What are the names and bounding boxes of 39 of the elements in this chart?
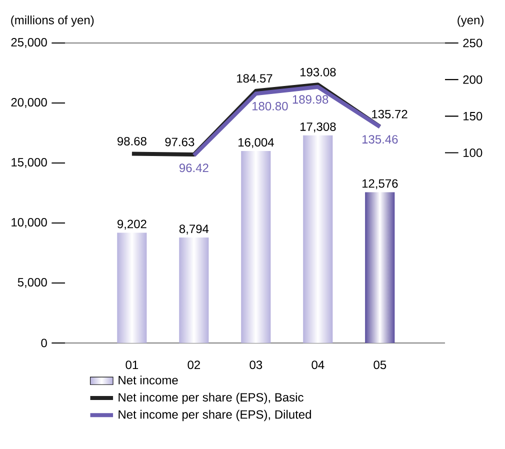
bar (365, 192, 395, 343)
data-label: 189.98 (292, 95, 328, 104)
bar (117, 232, 147, 343)
y2-tick-label: 150 (464, 112, 482, 120)
y-tick-label: 10,000 (12, 218, 47, 228)
data-label: 180.80 (252, 102, 288, 110)
bar (303, 135, 333, 343)
data-label: 135.46 (362, 135, 398, 144)
data-label: 184.57 (237, 74, 272, 83)
data-label: 135.72 (372, 110, 408, 118)
data-label: 98.68 (118, 136, 146, 146)
x-tick-label: 04 (312, 360, 324, 370)
x-tick-label: 03 (250, 360, 262, 370)
y2-tick-label: 200 (463, 75, 482, 84)
y2-tick-label: 250 (463, 38, 482, 48)
x-tick-label: 01 (126, 360, 138, 370)
data-label: 8,794 (179, 224, 209, 235)
bar (179, 237, 209, 343)
y2-tick-label: 100 (464, 148, 482, 158)
legend-label: Net income per share (EPS), Diluted (118, 410, 311, 422)
legend-label: Net income (118, 376, 178, 384)
data-label: 9,202 (118, 220, 146, 230)
y-tick-label: 0 (41, 338, 47, 348)
data-label: 96.42 (179, 164, 208, 172)
data-label: 12,576 (362, 179, 398, 190)
bar (241, 150, 271, 343)
y-tick-label: 5,000 (18, 278, 47, 288)
y-tick-label: 15,000 (12, 158, 47, 168)
data-label: 97.63 (165, 138, 194, 146)
y-tick-label: 25,000 (11, 38, 47, 48)
x-tick-label: 05 (374, 360, 386, 370)
y-axis-title: (millions of yen) (11, 16, 94, 27)
data-label: 16,004 (238, 138, 274, 148)
data-label: 17,308 (300, 122, 336, 132)
data-label: 193.08 (300, 68, 336, 76)
legend-label: Net income per share (EPS), Basic (118, 392, 304, 404)
y2-axis-title: (yen) (458, 16, 484, 27)
y-tick-label: 20,000 (11, 98, 47, 108)
x-tick-label: 02 (188, 360, 200, 370)
